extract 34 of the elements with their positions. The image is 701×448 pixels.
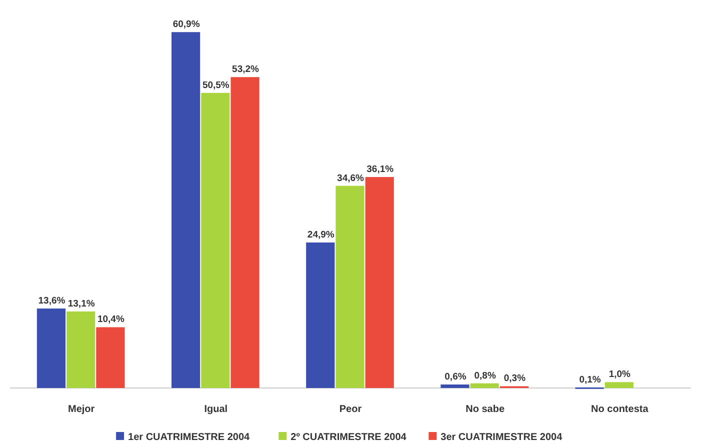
data-label: 34,6% — [337, 172, 365, 184]
data-label: 53,2% — [232, 64, 260, 76]
bar — [36, 308, 66, 388]
x-tick-label: No sabe — [466, 404, 505, 415]
bar — [306, 242, 335, 388]
bar — [96, 327, 125, 388]
data-label: 0,6% — [444, 371, 467, 382]
bar — [336, 186, 364, 388]
bar — [201, 92, 230, 388]
bar — [365, 177, 394, 388]
data-label: 24,9% — [307, 229, 335, 240]
legend-label: 1er CUATRIMESTRE 2004 — [128, 432, 250, 443]
data-label: 13,1% — [68, 298, 96, 310]
x-tick-label: Peor — [339, 404, 362, 415]
bar — [66, 311, 96, 388]
x-tick-label: Mejor — [68, 404, 95, 415]
bar — [604, 382, 634, 388]
x-tick-label: Igual — [204, 404, 228, 415]
legend-label: 3er CUATRIMESTRE 2004 — [440, 432, 563, 443]
data-label: 0,1% — [579, 374, 602, 386]
data-label: 50,5% — [202, 80, 230, 91]
bar — [470, 383, 499, 388]
data-label: 0,8% — [474, 370, 496, 382]
legend-label: 2º CUATRIMESTRE 2004 — [290, 432, 407, 443]
bar — [172, 32, 200, 388]
data-label: 0,3% — [504, 373, 526, 384]
bar — [440, 384, 470, 388]
data-label: 10,4% — [97, 314, 125, 326]
data-label: 13,6% — [38, 296, 66, 307]
x-tick-label: No contesta — [591, 404, 649, 415]
data-label: 36,1% — [366, 164, 394, 176]
data-label: 1,0% — [608, 369, 632, 380]
bar — [230, 77, 260, 388]
data-label: 60,9% — [172, 19, 200, 30]
